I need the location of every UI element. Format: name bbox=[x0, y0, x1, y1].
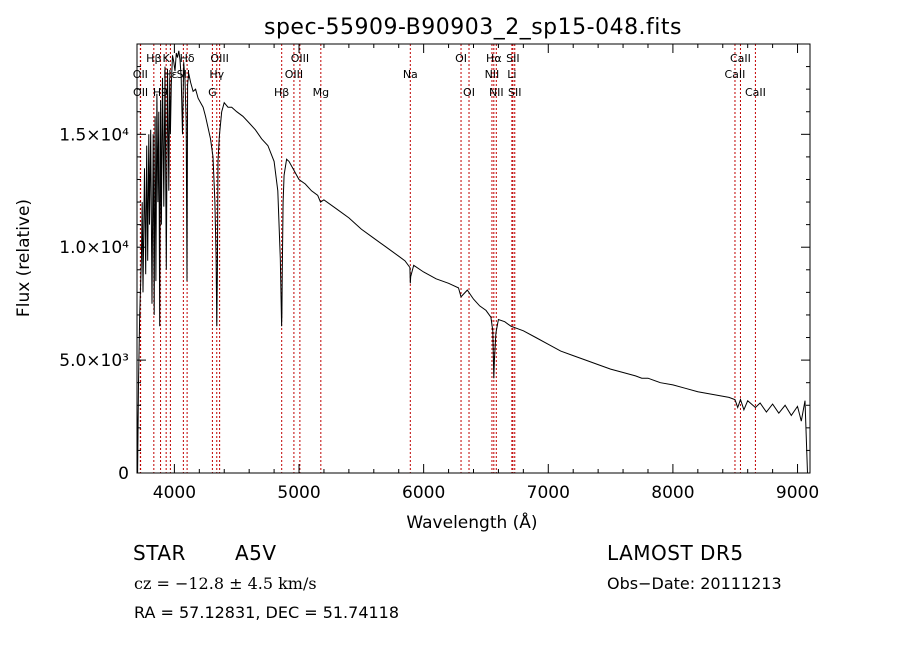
line-id-label: OIII bbox=[210, 52, 228, 65]
line-id-label: Hα bbox=[486, 52, 502, 65]
x-tick-label: 4000 bbox=[153, 483, 196, 503]
x-tick-label: 9000 bbox=[776, 483, 819, 503]
object-class: STAR bbox=[133, 541, 186, 565]
line-id-label: Hγ bbox=[209, 68, 224, 81]
line-id-label: K bbox=[163, 52, 171, 65]
line-id-label: Hβ bbox=[146, 52, 161, 65]
line-id-label: Mg bbox=[313, 86, 329, 99]
y-tick-label: 0 bbox=[118, 464, 129, 484]
y-tick-label: 1.0×10⁴ bbox=[59, 238, 129, 258]
sky-coordinates: RA = 57.12831, DEC = 51.74118 bbox=[134, 603, 400, 622]
y-axis-label: Flux (relative) bbox=[14, 199, 34, 317]
line-id-label: NII bbox=[489, 86, 504, 99]
object-subclass: A5V bbox=[235, 541, 277, 565]
x-tick-label: 8000 bbox=[651, 483, 694, 503]
line-id-label: OI bbox=[463, 86, 475, 99]
line-id-labels: Hβ OII OII K Hε H9 Hδ SII OIII Hγ G Hβ OIII OIII Mg Na O… bbox=[133, 52, 766, 99]
line-id-label: SII bbox=[508, 86, 521, 99]
line-id-label: OII bbox=[133, 68, 148, 81]
line-id-label: NII bbox=[485, 68, 500, 81]
x-tick-label: 5000 bbox=[277, 483, 320, 503]
line-id-label: Li bbox=[507, 68, 516, 81]
x-axis-label: Wavelength (Å) bbox=[406, 511, 537, 533]
y-tick-label: 5.0×10³ bbox=[59, 351, 129, 371]
line-id-label: Hβ bbox=[274, 86, 289, 99]
axis-ticks bbox=[137, 44, 810, 474]
redshift-cz: cz = −12.8 ± 4.5 km/s bbox=[134, 574, 317, 593]
line-id-label: CaII bbox=[745, 86, 766, 99]
line-id-label: Hε bbox=[163, 68, 177, 81]
chart-title: spec-55909-B90903_2_sp15-048.fits bbox=[264, 15, 682, 40]
spectrum-line bbox=[136, 50, 808, 474]
line-id-label: CaII bbox=[730, 52, 751, 65]
line-id-label: CaII bbox=[725, 68, 746, 81]
line-id-label: Na bbox=[403, 68, 418, 81]
survey-release: LAMOST DR5 bbox=[607, 541, 744, 565]
observation-date: Obs−Date: 20111213 bbox=[607, 574, 782, 593]
x-tick-label: 6000 bbox=[402, 483, 445, 503]
line-id-label: Hδ bbox=[180, 52, 195, 65]
line-id-label: G bbox=[208, 86, 217, 99]
line-id-label: SII bbox=[506, 52, 519, 65]
line-id-label: OIII bbox=[285, 68, 303, 81]
plot-frame bbox=[136, 43, 811, 474]
line-id-label: H9 bbox=[153, 86, 168, 99]
line-id-markers bbox=[139, 44, 756, 473]
line-id-label: OI bbox=[455, 52, 467, 65]
axis-tick-labels: 4000 5000 6000 7000 8000 9000 0 5.0×10³ 1.0×10⁴ 1… bbox=[59, 125, 819, 503]
line-id-label: OIII bbox=[291, 52, 309, 65]
y-tick-label: 1.5×10⁴ bbox=[59, 125, 129, 145]
line-id-label: OII bbox=[133, 86, 148, 99]
x-tick-label: 7000 bbox=[527, 483, 570, 503]
